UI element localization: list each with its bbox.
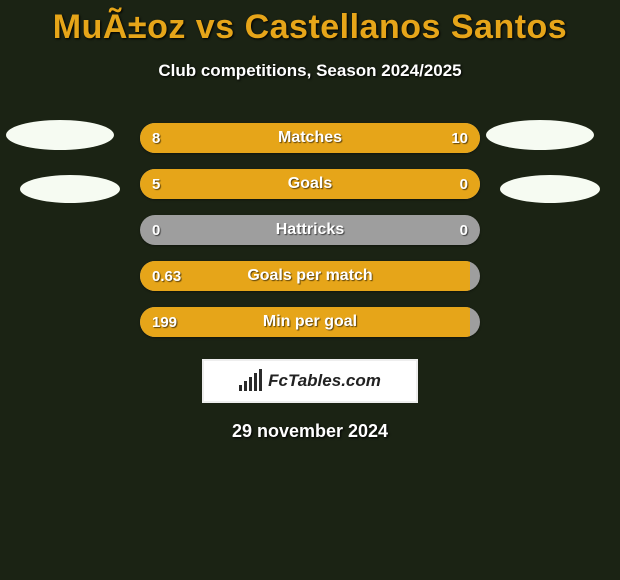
player-logo-placeholder: [486, 120, 594, 150]
subtitle: Club competitions, Season 2024/2025: [0, 61, 620, 81]
source-badge-text: FcTables.com: [268, 371, 381, 391]
source-badge: FcTables.com: [202, 359, 418, 403]
stat-bar-right: [283, 123, 480, 153]
page-title: MuÃ±oz vs Castellanos Santos: [0, 0, 620, 47]
stat-row: Min per goal199: [140, 307, 480, 337]
stat-bar-left: [140, 169, 402, 199]
stat-row: Matches810: [140, 123, 480, 153]
stat-bar-left: [140, 307, 470, 337]
date-label: 29 november 2024: [0, 421, 620, 442]
player-logo-placeholder: [500, 175, 600, 203]
comparison-chart: Matches810 Goals50 Hattricks00 Goals per ma…: [0, 123, 620, 337]
stat-row: Goals per match0.63: [140, 261, 480, 291]
player-logo-placeholder: [6, 120, 114, 150]
stat-row: Hattricks00: [140, 215, 480, 245]
stat-row: Goals50: [140, 169, 480, 199]
bars-icon: [239, 371, 262, 391]
stat-bar-right: [402, 169, 480, 199]
player-logo-placeholder: [20, 175, 120, 203]
stat-bar-left: [140, 261, 470, 291]
stat-bar-left: [140, 123, 283, 153]
